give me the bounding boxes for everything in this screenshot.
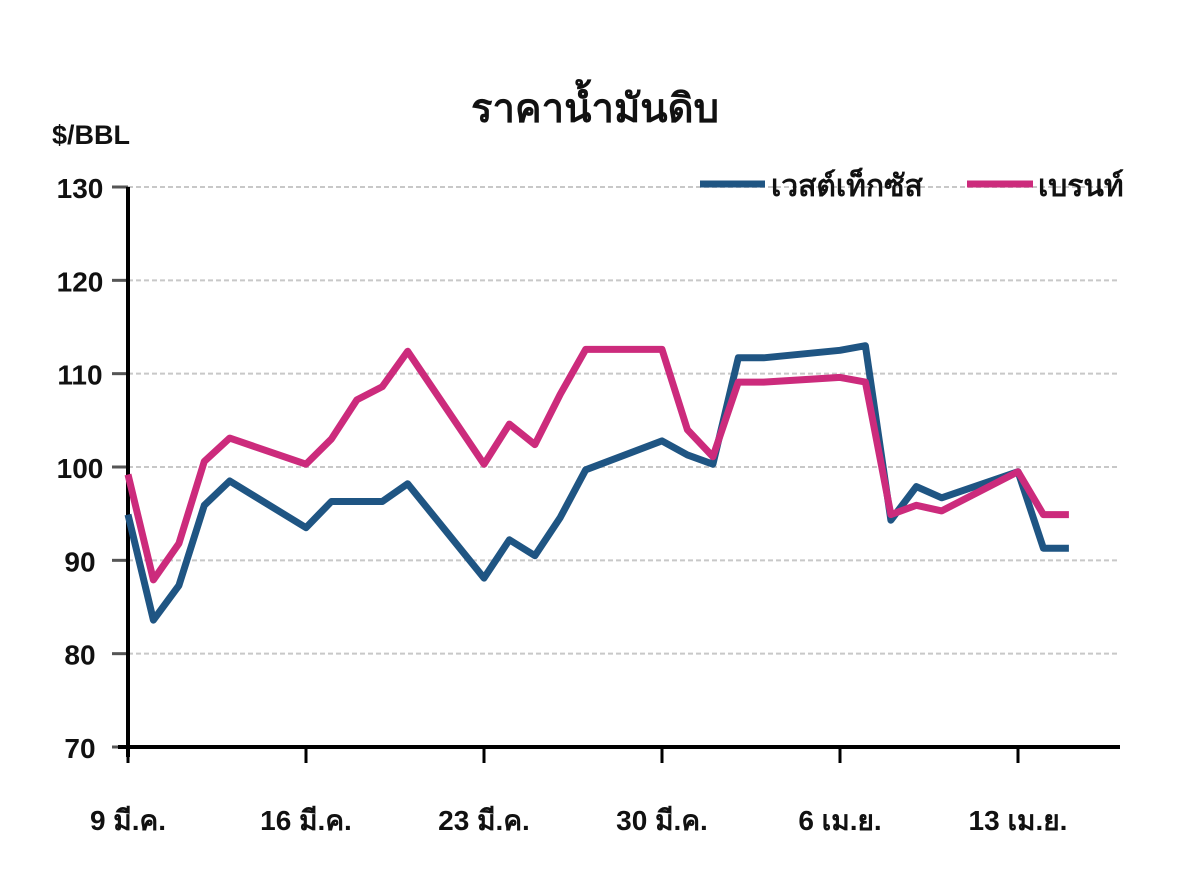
y-tick-label: 90 <box>64 546 95 577</box>
y-tick-label: 110 <box>57 360 102 391</box>
y-tick-label: 120 <box>57 266 104 297</box>
y-tick-label: 70 <box>64 733 95 764</box>
x-tick-label: 30 มี.ค. <box>616 805 708 836</box>
y-tick-label: 130 <box>57 173 104 204</box>
y-tick-label: 100 <box>57 453 104 484</box>
gridlines <box>128 186 1120 655</box>
y-axis-unit-label: $/BBL <box>52 120 130 150</box>
brent-series-line <box>124 345 1069 584</box>
legend-brent-label: เบรนท์ <box>1038 169 1124 203</box>
x-axis-ticks: 9 มี.ค. 16 มี.ค. 23 มี.ค. 30 มี.ค. 6 เม.ย. 13… <box>90 747 1068 836</box>
series-lines <box>124 342 1069 624</box>
x-tick-label: 6 เม.ย. <box>798 805 881 836</box>
wti-series-line <box>124 342 1069 624</box>
x-tick-label: 23 มี.ค. <box>438 805 530 836</box>
x-tick-label: 9 มี.ค. <box>90 805 166 836</box>
legend: เวสต์เท็กซัส เบรนท์ <box>700 167 1124 203</box>
legend-wti-label: เวสต์เท็กซัส <box>771 167 923 203</box>
x-tick-label: 16 มี.ค. <box>260 805 352 836</box>
y-axis-ticks: 70 80 90 100 110 120 130 <box>57 173 128 764</box>
y-tick-label: 80 <box>64 640 95 671</box>
chart-title: ราคาน้ำมันดิบ <box>471 79 719 131</box>
x-tick-label: 13 เม.ย. <box>969 805 1068 836</box>
